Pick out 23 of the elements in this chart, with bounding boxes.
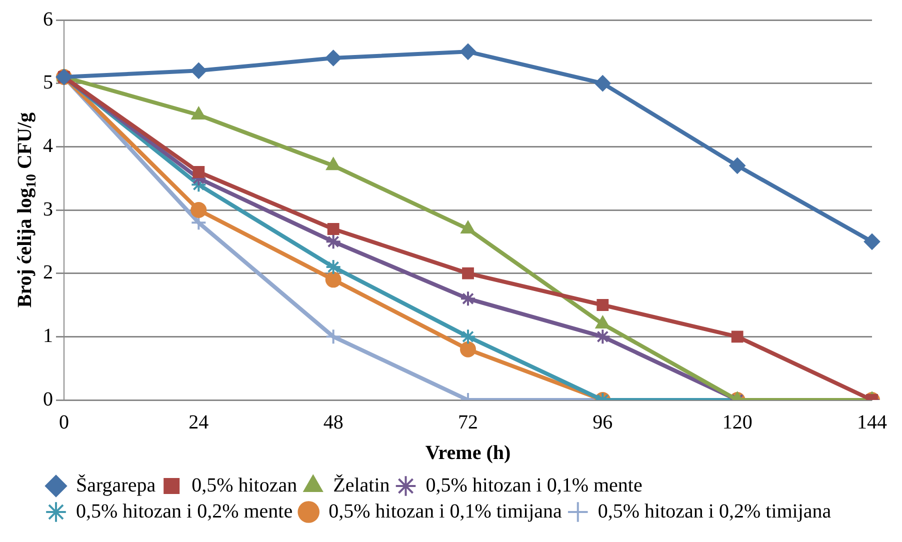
x-tick-label: 144 — [857, 411, 887, 434]
legend-label: 0,5% hitozan i 0,2% timijana — [598, 500, 832, 522]
x-axis-title: Vreme (h) — [425, 442, 511, 464]
x-tick-label: 72 — [458, 411, 478, 434]
x-tick-label: 0 — [59, 411, 69, 434]
legend-label: Želatin — [333, 473, 390, 496]
y-axis-title: Broj ćelija log10 CFU/g — [14, 112, 40, 308]
y-tick-label: 6 — [43, 8, 53, 30]
legend-label: 0,5% hitozan i 0,1% timijana — [328, 500, 562, 522]
y-tick-label: 0 — [43, 388, 53, 410]
y-tick-label: 2 — [43, 262, 53, 284]
y-tick-label: 3 — [43, 198, 53, 220]
x-tick-label: 96 — [592, 411, 613, 434]
x-tick-label: 120 — [722, 411, 752, 434]
y-tick-label: 5 — [43, 72, 53, 94]
legend-label: Šargarepa — [76, 473, 156, 496]
x-tick-label: 24 — [188, 411, 209, 434]
y-tick-label: 4 — [43, 134, 53, 157]
y-tick-label: 1 — [43, 324, 53, 347]
legend-label: 0,5% hitozan i 0,2% mente — [76, 500, 293, 522]
legend-label: 0,5% hitozan — [192, 474, 298, 496]
legend-label: 0,5% hitozan i 0,1% mente — [426, 474, 642, 496]
x-tick-label: 48 — [323, 411, 344, 434]
